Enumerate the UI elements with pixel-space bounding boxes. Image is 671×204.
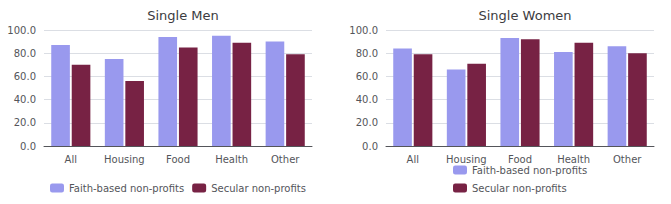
svg-text:100.0: 100.0: [7, 25, 36, 36]
svg-text:0.0: 0.0: [362, 141, 378, 152]
svg-text:All: All: [407, 154, 419, 165]
svg-text:20.0: 20.0: [356, 117, 378, 128]
svg-text:80.0: 80.0: [356, 48, 378, 59]
svg-text:40.0: 40.0: [14, 94, 36, 105]
svg-text:Other: Other: [613, 154, 642, 165]
svg-text:80.0: 80.0: [14, 48, 36, 59]
svg-text:Health: Health: [215, 154, 248, 165]
svg-text:Housing: Housing: [446, 154, 487, 165]
svg-text:Housing: Housing: [104, 154, 145, 165]
svg-text:0.0: 0.0: [20, 141, 36, 152]
svg-text:Food: Food: [508, 154, 532, 165]
svg-text:Health: Health: [557, 154, 590, 165]
svg-text:Faith-based non-profits: Faith-based non-profits: [472, 165, 587, 176]
svg-text:60.0: 60.0: [356, 71, 378, 82]
svg-text:20.0: 20.0: [14, 117, 36, 128]
svg-text:40.0: 40.0: [356, 94, 378, 105]
svg-text:Food: Food: [166, 154, 190, 165]
svg-text:Faith-based non-profits: Faith-based non-profits: [69, 183, 184, 194]
svg-text:Secular non-profits: Secular non-profits: [211, 183, 306, 194]
svg-text:All: All: [65, 154, 77, 165]
svg-text:100.0: 100.0: [349, 25, 378, 36]
svg-text:Single Women: Single Women: [478, 8, 571, 23]
svg-text:Single Men: Single Men: [147, 8, 219, 23]
svg-text:Other: Other: [271, 154, 300, 165]
svg-text:Secular non-profits: Secular non-profits: [472, 183, 567, 194]
svg-text:60.0: 60.0: [14, 71, 36, 82]
